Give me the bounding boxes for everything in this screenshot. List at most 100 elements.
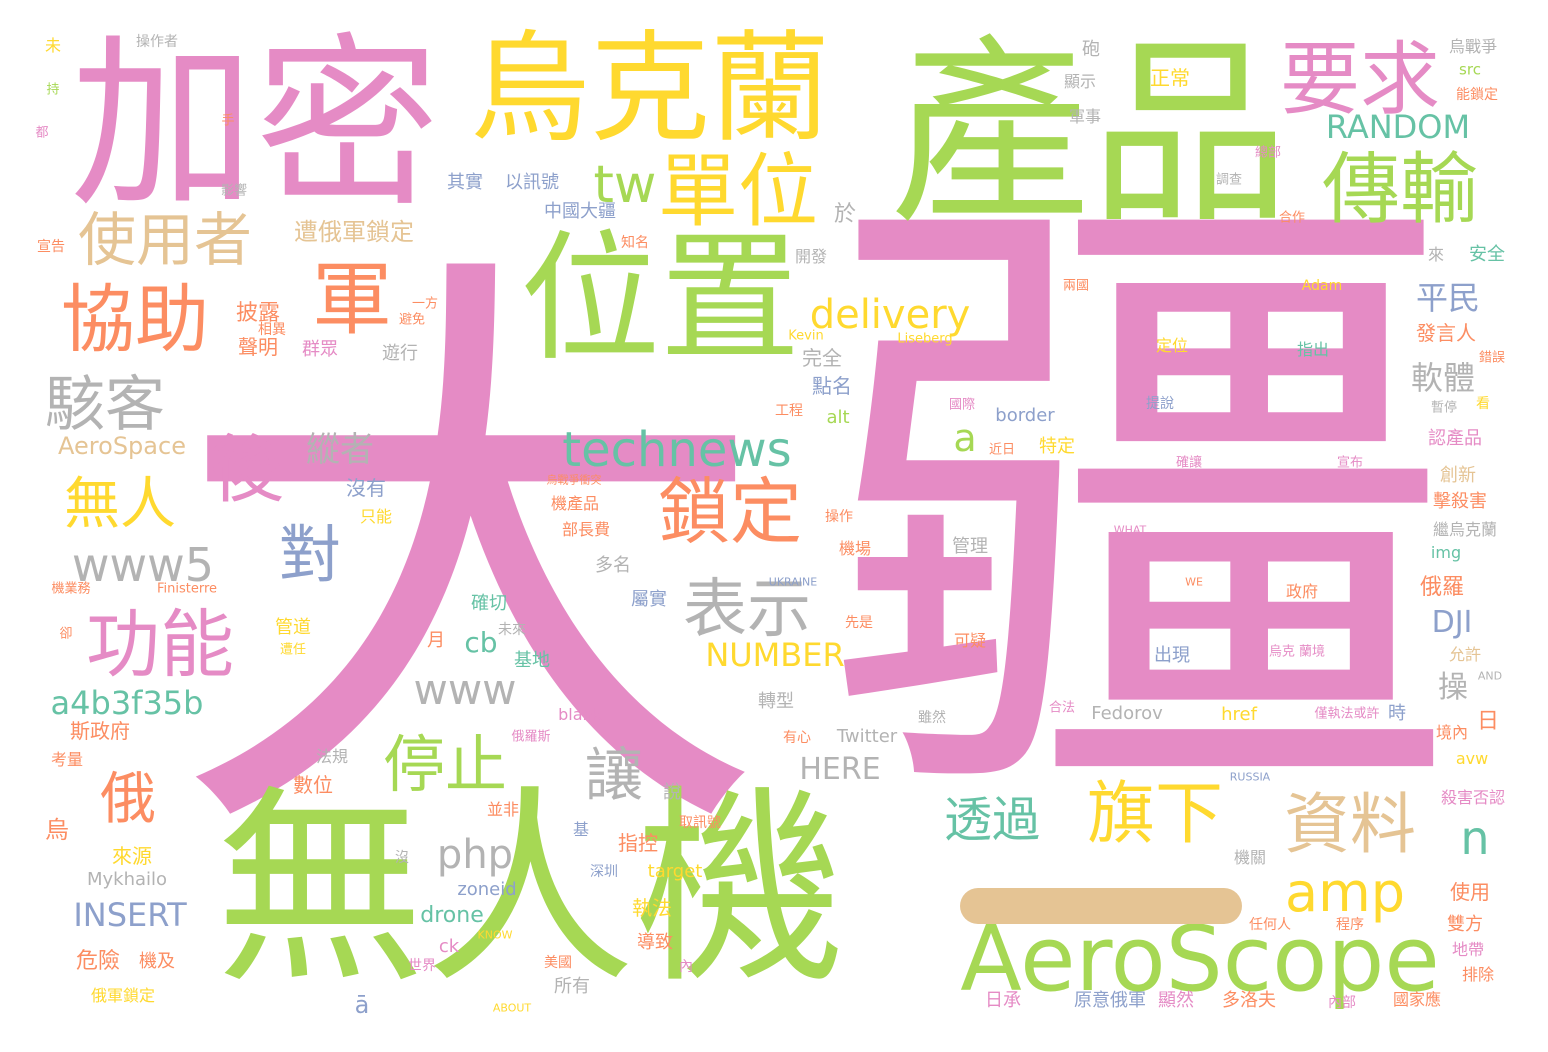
word: technews xyxy=(562,422,792,478)
word: Twitter xyxy=(836,726,898,747)
word: 特定 xyxy=(1039,436,1075,457)
word: 後 xyxy=(210,427,284,513)
word: 烏 xyxy=(45,816,69,844)
word: 一方 xyxy=(411,296,439,312)
word: amp xyxy=(1285,861,1405,924)
word: 管理 xyxy=(952,536,988,557)
word: 內 xyxy=(679,959,693,975)
word: 地帶 xyxy=(1451,940,1485,959)
word: 宣告 xyxy=(37,239,65,255)
word: 可疑 xyxy=(953,631,987,650)
word: src xyxy=(1459,60,1481,79)
word: 所有 xyxy=(554,976,590,997)
word: 定位 xyxy=(1155,336,1189,355)
word: 單位 xyxy=(658,145,818,238)
word: 兩國 xyxy=(1062,278,1090,294)
word: 無人 xyxy=(64,472,176,537)
word: 完全 xyxy=(802,346,842,370)
word: n xyxy=(1460,811,1490,865)
word: 遭俄軍鎖定 xyxy=(294,218,414,246)
word: 加密 xyxy=(70,16,440,233)
word: 平民 xyxy=(1415,279,1481,317)
word: 來源 xyxy=(112,844,152,868)
word: 手 xyxy=(221,113,235,129)
word: 軍 xyxy=(312,253,392,346)
word: 俄羅斯 xyxy=(511,729,551,745)
word: Finisterre xyxy=(156,581,218,597)
word: 披露 xyxy=(235,301,281,326)
word: 聲明 xyxy=(238,335,278,359)
word: 能鎖定 xyxy=(1456,87,1498,103)
word: 影響 xyxy=(220,183,248,199)
word: blank xyxy=(558,705,602,724)
word: 合作 xyxy=(1278,210,1306,226)
word: 有心 xyxy=(783,730,811,746)
word: 發言人 xyxy=(1416,321,1476,345)
word: 合法 xyxy=(1048,700,1076,716)
word: 烏克蘭 xyxy=(470,20,830,159)
word: 機及 xyxy=(139,951,175,972)
word: 管道 xyxy=(275,617,311,638)
word: border xyxy=(995,405,1055,426)
word: 無人機 xyxy=(214,767,846,1012)
word: 讓 xyxy=(584,741,644,809)
word: ck xyxy=(438,936,460,957)
word: 部長費 xyxy=(561,520,611,539)
word: 機產品 xyxy=(550,494,600,513)
word: 認產品 xyxy=(1428,428,1482,449)
word: 任何人 xyxy=(1249,917,1291,933)
word: 日 xyxy=(1476,709,1500,734)
word: 傳輸 xyxy=(1321,145,1479,235)
word: WE xyxy=(1185,575,1203,589)
word: 擊殺害 xyxy=(1433,491,1487,512)
word: 斯政府 xyxy=(70,719,130,743)
word: 先是 xyxy=(845,615,873,631)
word: 確讓 xyxy=(1175,455,1203,471)
word: 卻 xyxy=(59,626,73,642)
word: Adam xyxy=(1301,278,1343,294)
word: 砲 xyxy=(1082,39,1100,60)
word: 操作 xyxy=(825,509,853,525)
word: href xyxy=(1221,704,1257,725)
word: 操 xyxy=(1438,670,1468,705)
word: 原意俄軍 xyxy=(1074,990,1146,1011)
word: 操作者 xyxy=(136,34,178,50)
word: 法規 xyxy=(315,747,349,766)
word: 沒有 xyxy=(346,476,386,500)
word: 只能 xyxy=(359,507,393,526)
word: 國際 xyxy=(948,397,976,413)
word: 未 xyxy=(44,36,62,55)
word: alt xyxy=(826,407,850,428)
word: 要求 xyxy=(1280,33,1440,126)
word: DJI xyxy=(1431,605,1473,640)
word: Mykhailo xyxy=(86,869,168,890)
word: 說 xyxy=(663,782,681,803)
word: 境內 xyxy=(1435,723,1469,742)
word: Liseberg xyxy=(897,331,953,347)
word: 於 xyxy=(833,202,857,227)
word: 屬實 xyxy=(631,589,667,610)
word: 機場 xyxy=(838,539,872,558)
word: 未來 xyxy=(498,622,526,638)
word: 烏戰爭衝突 xyxy=(546,473,602,487)
word: 雙方 xyxy=(1447,914,1483,935)
word: UKRAINE xyxy=(768,575,818,589)
word: 機業務 xyxy=(51,581,91,597)
word: 危險 xyxy=(75,949,121,974)
word: target xyxy=(647,861,703,882)
word: ā xyxy=(354,991,370,1019)
word: AeroSpace xyxy=(58,432,186,460)
word: 指控 xyxy=(618,831,658,855)
word: 旗下 xyxy=(1086,775,1224,854)
word: 使用 xyxy=(1450,880,1490,904)
word: 產品 xyxy=(889,18,1291,251)
word: a xyxy=(953,416,977,460)
word: 疆 xyxy=(820,137,1460,882)
word: 深圳 xyxy=(590,864,618,880)
word: 安全 xyxy=(1469,244,1505,265)
word-dash: 一 xyxy=(960,888,1242,924)
word: 開發 xyxy=(794,247,828,266)
word: AND xyxy=(1477,669,1503,683)
word: 都 xyxy=(35,125,49,141)
